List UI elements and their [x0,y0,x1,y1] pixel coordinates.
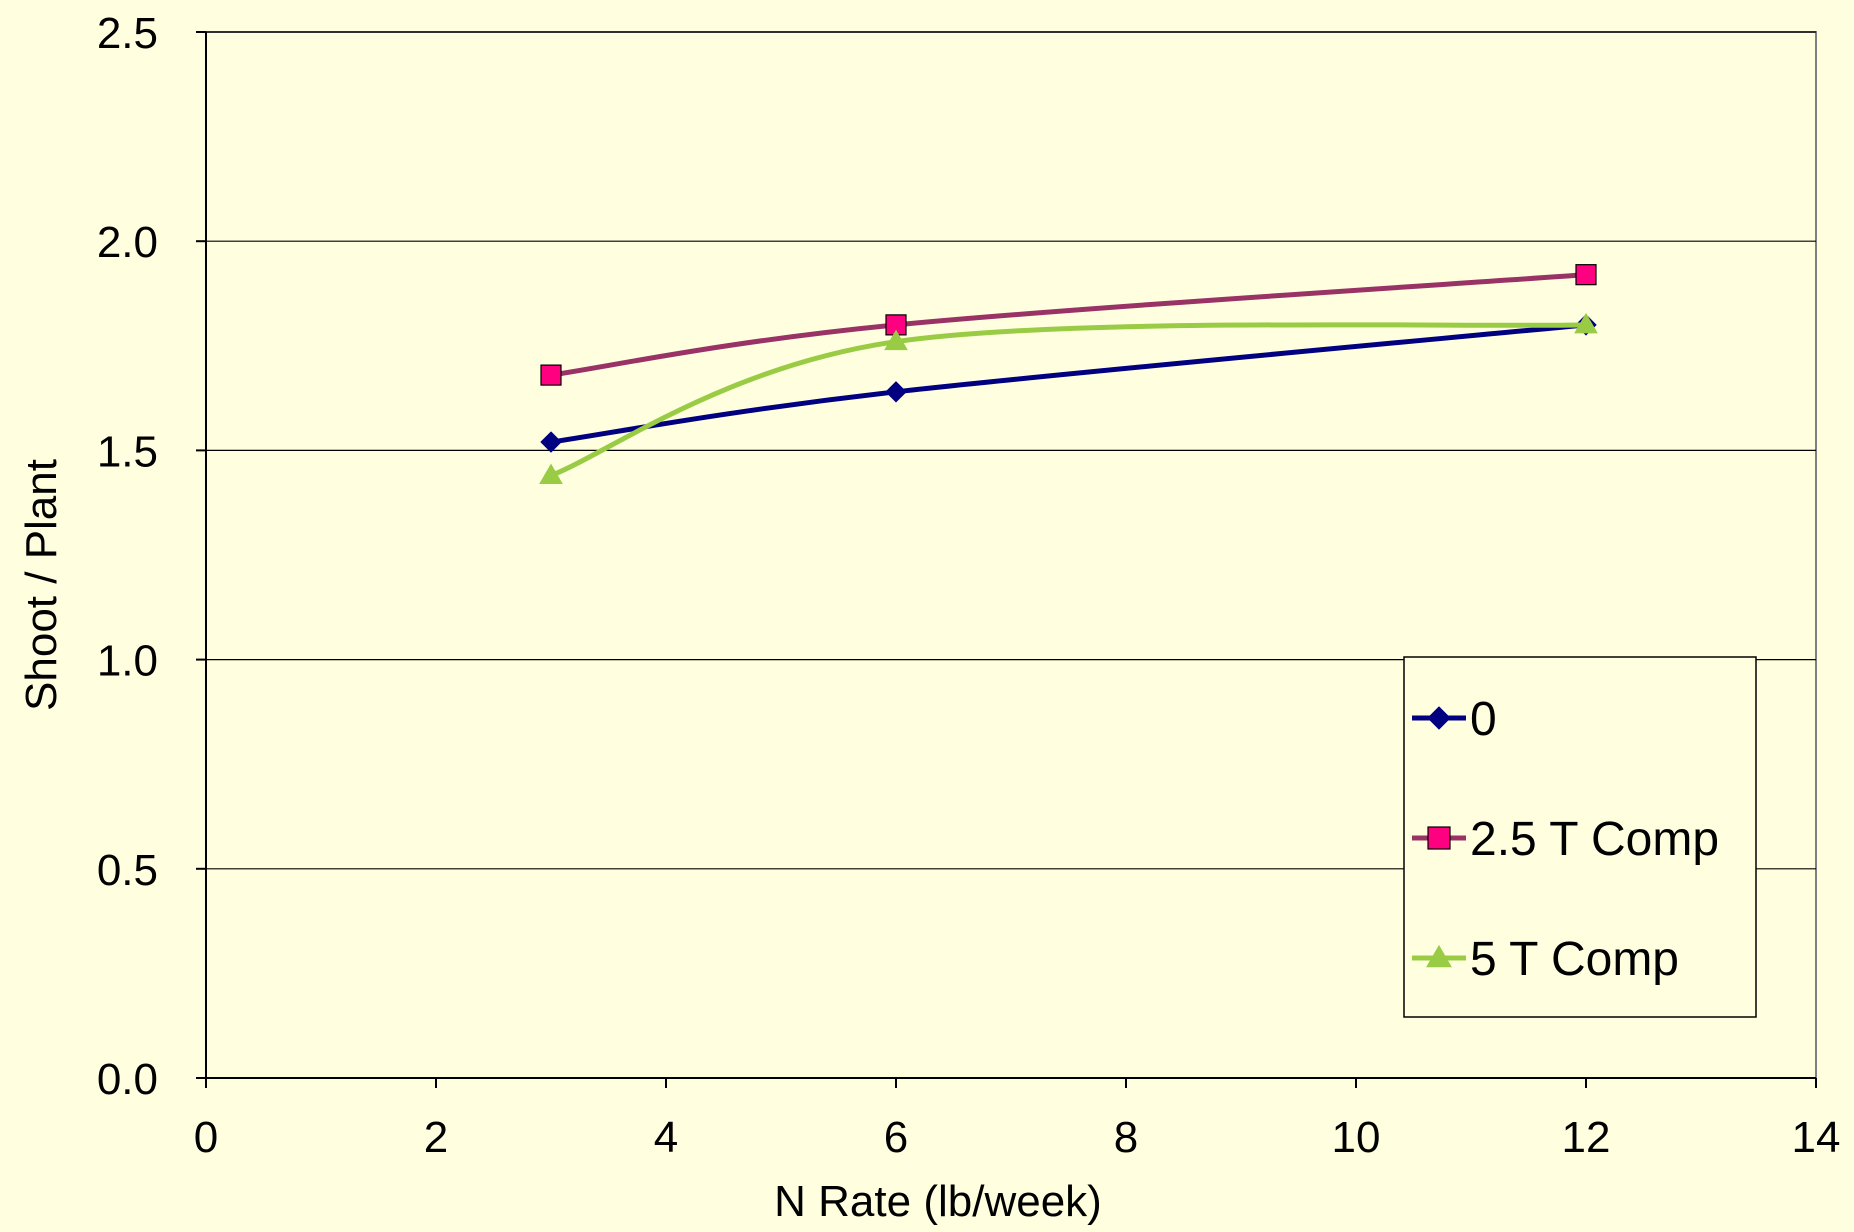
data-point-2-2 [1574,312,1598,334]
x-axis-ticks: 0 2 4 6 8 10 12 14 [194,1078,1841,1162]
legend-item-0: 0 [1412,693,1497,746]
x-tick-label-4: 8 [1114,1113,1138,1162]
x-tick-label-5: 10 [1332,1113,1381,1162]
legend-marker-2 [1426,944,1452,968]
x-tick-label-2: 4 [654,1113,678,1162]
legend-label-0: 0 [1470,693,1497,746]
y-tick-label-3: 1.5 [97,427,158,476]
x-tick-label-7: 14 [1792,1113,1841,1162]
x-tick-label-0: 0 [194,1113,218,1162]
legend-label-2: 5 T Comp [1470,933,1679,986]
y-tick-label-1: 0.5 [97,846,158,895]
data-point-2-0 [539,463,563,485]
data-point-1-0 [540,364,562,386]
series-1 [540,264,1597,386]
series-line-1 [548,272,1589,378]
legend-marker-1 [1427,826,1451,850]
legend-item-2: 5 T Comp [1412,933,1679,986]
y-axis-ticks: 0.0 0.5 1.0 1.5 2.0 2.5 [97,9,206,1104]
legend: 0 2.5 T Comp 5 T Comp [1403,656,1757,1018]
data-point-0-0 [540,431,562,453]
x-axis-title: N Rate (lb/week) [774,1177,1102,1226]
x-tick-label-1: 2 [424,1113,448,1162]
legend-items: 0 2.5 T Comp 5 T Comp [1412,693,1719,986]
y-tick-label-2: 1.0 [97,637,158,686]
x-tick-label-6: 12 [1562,1113,1611,1162]
legend-label-1: 2.5 T Comp [1470,813,1719,866]
y-tick-label-5: 2.5 [97,9,158,58]
legend-item-1: 2.5 T Comp [1412,813,1719,866]
y-tick-label-0: 0.0 [97,1055,158,1104]
data-point-1-2 [1575,264,1597,286]
series-2 [539,312,1598,485]
series-line-2 [548,322,1589,479]
x-tick-label-3: 6 [884,1113,908,1162]
data-point-2-1 [884,329,908,351]
legend-marker-0 [1427,706,1451,730]
y-tick-label-4: 2.0 [97,218,158,267]
data-point-0-1 [885,381,907,403]
series-layer [539,264,1598,485]
y-axis-title: Shoot / Plant [17,459,66,711]
